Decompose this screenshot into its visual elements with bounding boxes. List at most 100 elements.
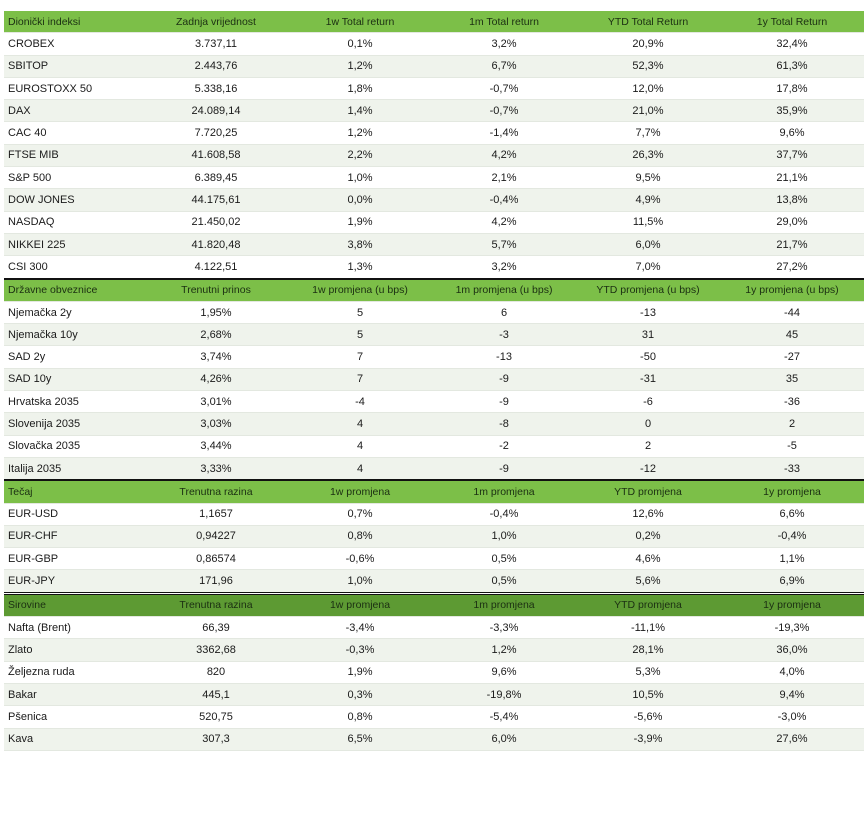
value-cell: -13 <box>576 301 720 325</box>
value-cell: -0,4% <box>720 525 864 549</box>
value-cell: -5,4% <box>432 705 576 729</box>
value-cell: 3,74% <box>144 345 288 369</box>
value-cell: 4,2% <box>432 144 576 168</box>
row-label-cell: EUR-USD <box>4 503 144 526</box>
value-cell: 21.450,02 <box>144 211 288 234</box>
value-cell: 0,8% <box>288 705 432 729</box>
government-bonds-row: SAD 2y 3,74% 7 -13 -50 -27 <box>4 345 864 369</box>
value-cell: -0,4% <box>432 503 576 526</box>
equity-indices-row: FTSE MIB 41.608,58 2,2% 4,2% 26,3% 37,7% <box>4 144 864 168</box>
value-cell: 3362,68 <box>144 638 288 662</box>
value-cell: 5 <box>288 301 432 325</box>
value-cell: 1,0% <box>288 166 432 190</box>
row-label-cell: DAX <box>4 99 144 123</box>
value-cell: 2 <box>720 412 864 436</box>
row-label-cell: Italija 2035 <box>4 457 144 481</box>
row-label-cell: CROBEX <box>4 32 144 56</box>
value-cell: -3,4% <box>288 616 432 640</box>
value-cell: 4,0% <box>720 661 864 684</box>
government-bonds-header-cell: Trenutni prinos <box>144 277 288 302</box>
value-cell: -13 <box>432 345 576 369</box>
value-cell: 20,9% <box>576 32 720 56</box>
row-label-cell: Bakar <box>4 683 144 707</box>
government-bonds-header-cell: YTD promjena (u bps) <box>576 277 720 302</box>
equity-indices-row: EUROSTOXX 50 5.338,16 1,8% -0,7% 12,0% 17,8% <box>4 77 864 101</box>
value-cell: 2,68% <box>144 323 288 347</box>
government-bonds-header-cell: 1m promjena (u bps) <box>432 277 576 302</box>
value-cell: -3,0% <box>720 705 864 729</box>
row-label-cell: SAD 10y <box>4 368 144 392</box>
market-table: Dionički indeksi Zadnja vrijednost 1w Tota… <box>4 11 864 751</box>
value-cell: 4,26% <box>144 368 288 392</box>
equity-indices-header-cell: 1m Total return <box>432 11 576 34</box>
row-label-cell: EUR-GBP <box>4 547 144 571</box>
government-bonds-row: Njemačka 10y 2,68% 5 -3 31 45 <box>4 323 864 347</box>
value-cell: 66,39 <box>144 616 288 640</box>
value-cell: 1,9% <box>288 211 432 234</box>
value-cell: 17,8% <box>720 77 864 101</box>
row-label-cell: Pšenica <box>4 705 144 729</box>
value-cell: 45 <box>720 323 864 347</box>
value-cell: 3,01% <box>144 390 288 414</box>
fx-rates-header-cell: 1y promjena <box>720 479 864 504</box>
equity-indices-row: CROBEX 3.737,11 0,1% 3,2% 20,9% 32,4% <box>4 32 864 56</box>
value-cell: 1,4% <box>288 99 432 123</box>
value-cell: 9,5% <box>576 166 720 190</box>
equity-indices-header-cell: 1y Total Return <box>720 11 864 34</box>
value-cell: 52,3% <box>576 55 720 78</box>
value-cell: 0,2% <box>576 525 720 549</box>
fx-rates-header-cell: Tečaj <box>4 479 144 504</box>
value-cell: 0 <box>576 412 720 436</box>
value-cell: 3,44% <box>144 435 288 458</box>
value-cell: 1,2% <box>432 638 576 662</box>
value-cell: -9 <box>432 457 576 481</box>
value-cell: 4 <box>288 435 432 458</box>
commodities-header-row: Sirovine Trenutna razina 1w promjena 1m pro… <box>4 591 864 618</box>
value-cell: 6.389,45 <box>144 166 288 190</box>
value-cell: -0,7% <box>432 77 576 101</box>
value-cell: 4,2% <box>432 211 576 234</box>
value-cell: -8 <box>432 412 576 436</box>
equity-indices-row: CSI 300 4.122,51 1,3% 3,2% 7,0% 27,2% <box>4 255 864 280</box>
value-cell: 37,7% <box>720 144 864 168</box>
value-cell: 445,1 <box>144 683 288 707</box>
value-cell: 7 <box>288 345 432 369</box>
value-cell: 1,95% <box>144 301 288 325</box>
value-cell: 307,3 <box>144 728 288 751</box>
value-cell: -0,3% <box>288 638 432 662</box>
value-cell: 3,8% <box>288 233 432 257</box>
value-cell: 6 <box>432 301 576 325</box>
value-cell: 1,9% <box>288 661 432 684</box>
fx-rates-header-cell: 1m promjena <box>432 479 576 504</box>
value-cell: 2,2% <box>288 144 432 168</box>
row-label-cell: SAD 2y <box>4 345 144 369</box>
row-label-cell: Njemačka 10y <box>4 323 144 347</box>
value-cell: 0,8% <box>288 525 432 549</box>
value-cell: 31 <box>576 323 720 347</box>
value-cell: 6,0% <box>432 728 576 751</box>
value-cell: -1,4% <box>432 121 576 145</box>
value-cell: 520,75 <box>144 705 288 729</box>
value-cell: 3,33% <box>144 457 288 481</box>
row-label-cell: Zlato <box>4 638 144 662</box>
value-cell: 5,3% <box>576 661 720 684</box>
value-cell: 3,2% <box>432 32 576 56</box>
government-bonds-row: Hrvatska 2035 3,01% -4 -9 -6 -36 <box>4 390 864 414</box>
value-cell: -2 <box>432 435 576 458</box>
government-bonds-header-cell: Državne obveznice <box>4 277 144 302</box>
row-label-cell: FTSE MIB <box>4 144 144 168</box>
value-cell: -9 <box>432 368 576 392</box>
value-cell: 6,5% <box>288 728 432 751</box>
value-cell: -12 <box>576 457 720 481</box>
value-cell: -3,9% <box>576 728 720 751</box>
value-cell: 7 <box>288 368 432 392</box>
value-cell: -11,1% <box>576 616 720 640</box>
value-cell: 0,1% <box>288 32 432 56</box>
value-cell: 0,3% <box>288 683 432 707</box>
value-cell: -36 <box>720 390 864 414</box>
equity-indices-row: SBITOP 2.443,76 1,2% 6,7% 52,3% 61,3% <box>4 55 864 78</box>
government-bonds-header-cell: 1y promjena (u bps) <box>720 277 864 302</box>
commodities-header-cell: 1w promjena <box>288 591 432 618</box>
value-cell: 2.443,76 <box>144 55 288 78</box>
row-label-cell: Slovenija 2035 <box>4 412 144 436</box>
